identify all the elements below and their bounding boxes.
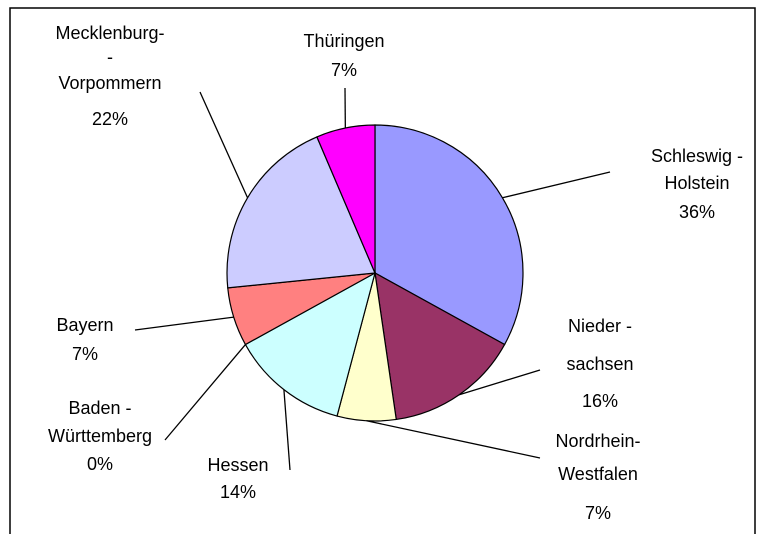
value-label: 7% <box>72 344 98 364</box>
leader-line <box>284 390 290 470</box>
slice-label: Mecklenburg- <box>55 23 164 43</box>
slice-label: Hessen <box>207 455 268 475</box>
slice-label: Nordrhein- <box>555 431 640 451</box>
value-label: 36% <box>679 202 715 222</box>
leader-line <box>135 317 234 330</box>
slice-label: Schleswig - <box>651 146 743 166</box>
slice-label: Westfalen <box>558 464 638 484</box>
slice-label: - <box>107 47 113 67</box>
leader-line <box>165 345 245 440</box>
leader-line <box>502 172 610 198</box>
value-label: 7% <box>585 503 611 523</box>
slice-label: Bayern <box>56 315 113 335</box>
value-label: 22% <box>92 109 128 129</box>
slice-label: Nieder - <box>568 316 632 336</box>
value-label: 16% <box>582 391 618 411</box>
slice-label: Thüringen <box>303 31 384 51</box>
slice-label: sachsen <box>566 354 633 374</box>
slice-label: Vorpommern <box>58 73 161 93</box>
value-label: 7% <box>331 60 357 80</box>
leader-line <box>200 92 248 198</box>
slice-label: Württemberg <box>48 426 152 446</box>
value-label: 14% <box>220 482 256 502</box>
slice-label: Holstein <box>664 173 729 193</box>
value-label: 0% <box>87 454 113 474</box>
leader-line <box>366 421 540 458</box>
slice-label: Baden - <box>68 398 131 418</box>
